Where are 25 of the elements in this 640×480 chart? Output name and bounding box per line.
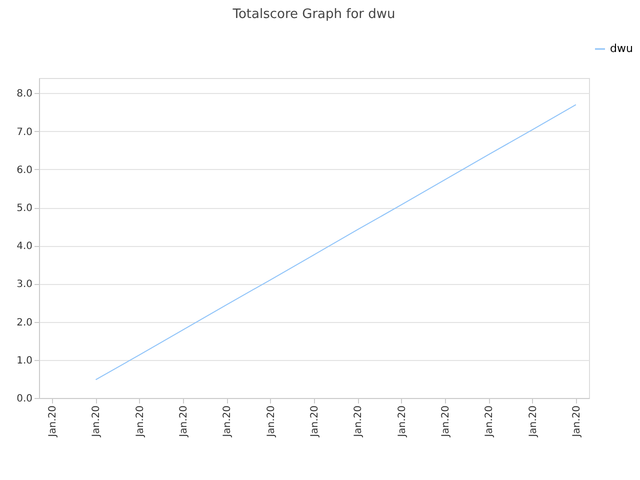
x-tick-label: Jan.20 [528, 406, 539, 438]
x-tick-label: Jan.20 [178, 406, 190, 438]
x-tick-label: Jan.20 [353, 406, 364, 438]
y-tick-label: 5.0 [16, 203, 32, 214]
x-tick-label: Jan.20 [310, 406, 320, 438]
x-tick-label: Jan.20 [134, 406, 146, 438]
y-tick-label: 6.0 [16, 164, 32, 176]
y-tick-label: 3.0 [16, 279, 32, 290]
x-tick-label: Jan.20 [396, 406, 408, 438]
legend-label: dwu [610, 42, 633, 55]
x-tick-label: Jan.20 [266, 406, 277, 438]
y-tick-label: 0.0 [16, 394, 32, 404]
x-tick-label: Jan.20 [484, 406, 496, 438]
x-tick-label: Jan.20 [48, 406, 59, 438]
line-series [95, 104, 576, 380]
y-tick-label: 2.0 [16, 317, 32, 328]
x-tick-label: Jan.20 [440, 406, 452, 438]
x-tick-label: Jan.20 [571, 406, 582, 438]
x-tick-label: Jan.20 [91, 406, 102, 438]
y-tick-label: 4.0 [16, 241, 32, 252]
x-tick-label: Jan.20 [222, 406, 234, 438]
y-tick-label: 8.0 [16, 88, 32, 100]
chart-title: Totalscore Graph for dwu [232, 7, 396, 22]
y-tick-label: 7.0 [16, 126, 32, 138]
y-tick-label: 1.0 [16, 355, 32, 366]
